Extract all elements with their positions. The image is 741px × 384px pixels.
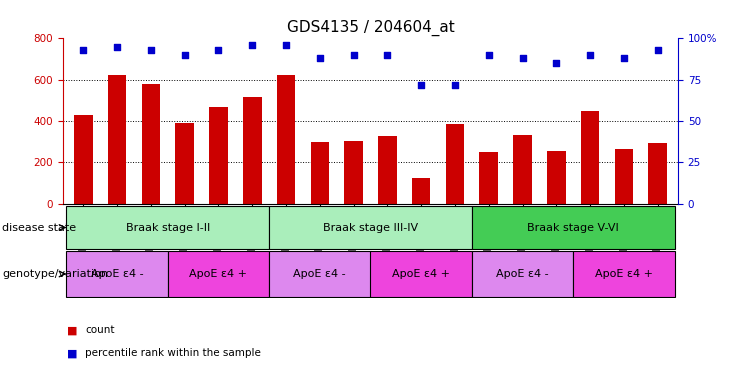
Text: ■: ■	[67, 325, 77, 335]
Text: ■: ■	[67, 348, 77, 358]
Point	[246, 42, 258, 48]
Bar	[167, 251, 269, 297]
Bar	[472, 251, 574, 297]
Text: ApoE ε4 -: ApoE ε4 -	[90, 269, 143, 279]
Point	[348, 52, 359, 58]
Bar	[514, 136, 532, 204]
Point	[449, 81, 461, 88]
Point	[280, 42, 292, 48]
Bar	[310, 142, 329, 204]
Text: Braak stage III-IV: Braak stage III-IV	[323, 222, 418, 233]
Bar	[581, 111, 599, 204]
Bar	[614, 149, 634, 204]
Bar	[472, 206, 674, 249]
Bar	[574, 251, 674, 297]
Text: genotype/variation: genotype/variation	[2, 269, 108, 279]
Point	[213, 47, 225, 53]
Bar	[547, 151, 565, 204]
Text: Braak stage V-VI: Braak stage V-VI	[528, 222, 619, 233]
Point	[77, 47, 89, 53]
Bar	[378, 136, 396, 204]
Text: ApoE ε4 +: ApoE ε4 +	[392, 269, 451, 279]
Bar	[269, 251, 370, 297]
Text: ApoE ε4 -: ApoE ε4 -	[293, 269, 346, 279]
Bar	[412, 178, 431, 204]
Bar	[209, 106, 227, 204]
Point	[145, 47, 157, 53]
Bar	[445, 124, 465, 204]
Bar	[107, 74, 127, 204]
Title: GDS4135 / 204604_at: GDS4135 / 204604_at	[287, 20, 454, 36]
Bar	[142, 84, 160, 204]
Bar	[276, 74, 296, 204]
Bar	[243, 97, 262, 204]
Text: ApoE ε4 +: ApoE ε4 +	[595, 269, 653, 279]
Point	[584, 52, 596, 58]
Bar	[648, 142, 667, 204]
Bar	[345, 141, 363, 204]
Point	[179, 52, 190, 58]
Bar	[370, 251, 472, 297]
Point	[382, 52, 393, 58]
Point	[516, 55, 528, 61]
Bar	[74, 115, 93, 204]
Text: ApoE ε4 -: ApoE ε4 -	[496, 269, 549, 279]
Text: percentile rank within the sample: percentile rank within the sample	[85, 348, 261, 358]
Bar	[67, 251, 167, 297]
Point	[111, 43, 123, 50]
Point	[618, 55, 630, 61]
Text: Braak stage I-II: Braak stage I-II	[126, 222, 210, 233]
Text: ApoE ε4 +: ApoE ε4 +	[190, 269, 247, 279]
Bar	[269, 206, 472, 249]
Point	[415, 81, 427, 88]
Bar	[176, 123, 194, 204]
Text: disease state: disease state	[2, 222, 76, 233]
Point	[652, 47, 664, 53]
Bar	[479, 152, 498, 204]
Point	[314, 55, 326, 61]
Text: count: count	[85, 325, 115, 335]
Bar	[67, 206, 269, 249]
Point	[551, 60, 562, 66]
Point	[483, 52, 495, 58]
